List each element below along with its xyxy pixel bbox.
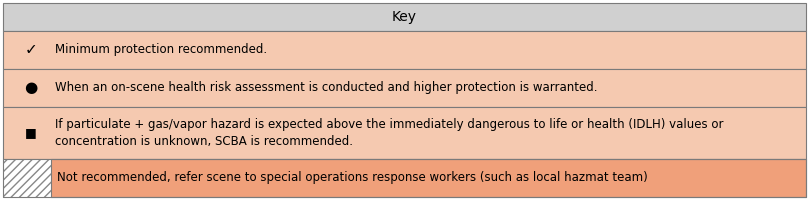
Bar — [3, 31, 806, 69]
Text: Minimum protection recommended.: Minimum protection recommended. — [55, 43, 267, 57]
Text: ■: ■ — [25, 127, 37, 140]
Text: ✓: ✓ — [24, 43, 37, 57]
Bar — [3, 159, 51, 197]
Text: When an on-scene health risk assessment is conducted and higher protection is wa: When an on-scene health risk assessment … — [55, 81, 598, 95]
Bar — [51, 159, 806, 197]
Text: Not recommended, refer scene to special operations response workers (such as loc: Not recommended, refer scene to special … — [57, 172, 648, 184]
Bar — [3, 3, 806, 31]
Bar — [3, 107, 806, 159]
Text: If particulate + gas/vapor hazard is expected above the immediately dangerous to: If particulate + gas/vapor hazard is exp… — [55, 118, 723, 148]
Text: ●: ● — [24, 81, 38, 95]
Bar — [3, 69, 806, 107]
Text: Key: Key — [392, 10, 417, 24]
Bar — [3, 159, 806, 197]
